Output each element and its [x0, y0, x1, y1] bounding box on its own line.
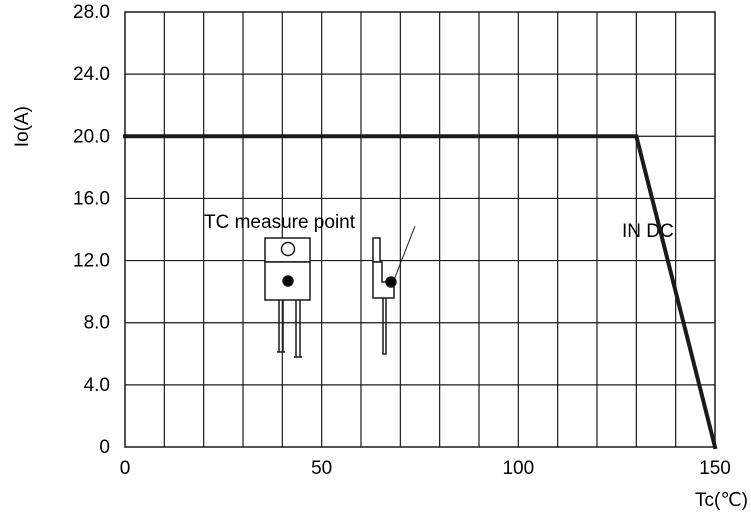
x-tick-labels: 0 50 100 150	[120, 458, 731, 479]
x-tick-label: 0	[120, 458, 131, 479]
tc-measure-point-label: TC measure point	[204, 212, 356, 233]
package-front-view-icon	[264, 237, 311, 358]
in-dc-label: IN DC	[622, 221, 674, 242]
x-tick-label: 100	[502, 458, 534, 479]
x-tick-label: 150	[699, 458, 731, 479]
grid-lines	[125, 12, 715, 447]
y-tick-labels: 0 4.0 8.0 12.0 16.0 20.0 24.0 28.0	[73, 2, 110, 458]
package-side-view-icon	[372, 225, 416, 355]
y-tick-label: 4.0	[84, 375, 110, 396]
y-tick-label: 12.0	[73, 251, 110, 272]
y-tick-label: 20.0	[73, 126, 110, 147]
y-axis-label: Io(A)	[12, 106, 33, 147]
y-tick-label: 28.0	[73, 2, 110, 23]
series-line-in-dc	[123, 134, 718, 450]
y-tick-label: 16.0	[73, 188, 110, 209]
x-tick-label: 50	[311, 458, 332, 479]
y-tick-label: 24.0	[73, 64, 110, 85]
y-tick-label: 0	[99, 437, 110, 458]
x-axis-label: Tc(℃)	[695, 490, 748, 511]
plot-border	[124, 11, 716, 448]
plot-frame	[124, 11, 716, 448]
y-tick-label: 8.0	[84, 313, 110, 334]
